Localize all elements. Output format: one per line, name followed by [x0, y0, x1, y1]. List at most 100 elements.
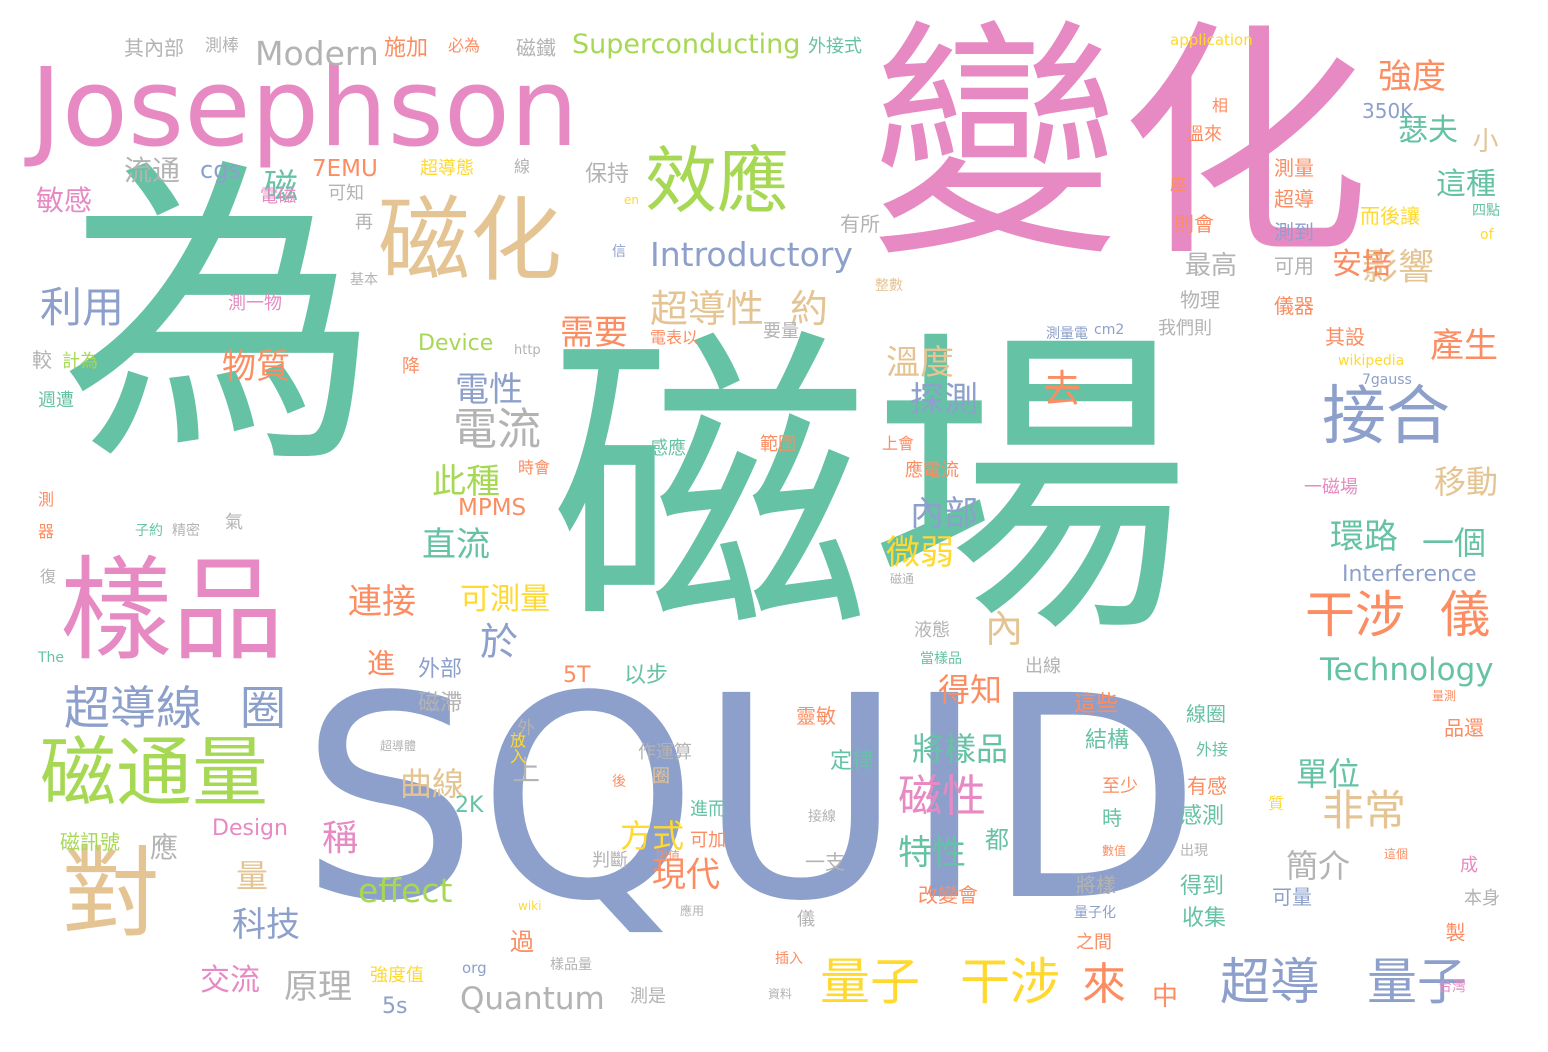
cloud-word: 超導 [1274, 187, 1314, 211]
cloud-word: 磁訊號 [60, 830, 120, 854]
cloud-word: 可加 [690, 830, 726, 851]
cloud-word: 溫來 [1186, 124, 1222, 145]
cloud-word: 上 [512, 754, 541, 787]
cloud-word: 可用 [1274, 254, 1314, 278]
cloud-word: 溫度 [886, 343, 954, 383]
cloud-word: Josephson [30, 46, 579, 171]
cloud-word: 施加 [384, 36, 429, 61]
cloud-word: 出現 [1180, 843, 1208, 859]
cloud-word: 將樣品 [912, 730, 1009, 768]
cloud-word: 範圍 [760, 434, 796, 455]
cloud-word: 利用 [40, 283, 125, 332]
cloud-word: 方式 [620, 817, 685, 855]
cloud-word: 以步 [624, 663, 669, 688]
cloud-word: 中 [1152, 982, 1179, 1012]
cloud-word: 復 [37, 568, 56, 584]
cloud-word: 5T [563, 663, 591, 688]
cloud-word: 時 [1102, 806, 1122, 830]
cloud-word: 小 [1468, 127, 1498, 153]
cloud-word: 測量 [1274, 156, 1314, 180]
cloud-word: 一磁場 [1304, 477, 1358, 498]
cloud-word: 測一物 [228, 293, 282, 314]
cloud-word: 這種 [1436, 167, 1496, 202]
cloud-word: 電表以 [650, 328, 699, 347]
cloud-word: 要量 [763, 321, 799, 342]
cloud-word: 儀 [794, 909, 815, 927]
cloud-word: 線圈 [1186, 702, 1226, 726]
cloud-word: 製 [1442, 922, 1466, 942]
cloud-word: 台灣 [1438, 979, 1466, 995]
cloud-word: 於 [480, 620, 519, 664]
cloud-word: 接合 [1322, 380, 1450, 454]
cloud-word: 變化 [870, 0, 1370, 290]
cloud-word: 得到 [1180, 874, 1225, 899]
cloud-word: 而後讓 [1360, 204, 1420, 228]
cloud-word: 整數 [875, 278, 903, 294]
cloud-word: 插入 [775, 951, 803, 967]
cloud-word: 超導線 [64, 681, 202, 735]
cloud-word: 儀器 [1274, 294, 1314, 318]
cloud-word: 瑟夫 [1398, 113, 1458, 148]
cloud-word: 效應 [645, 139, 790, 223]
cloud-word: 特性 [898, 833, 966, 873]
cloud-word: 再 [355, 212, 373, 233]
cloud-word: wiki [518, 899, 542, 913]
cloud-word: 可知 [328, 183, 364, 204]
cloud-word: 圈 [240, 681, 286, 735]
cloud-word: 相 [1212, 96, 1229, 115]
cloud-word: 曲線 [400, 765, 465, 803]
cloud-word: 電磁 [260, 186, 296, 207]
cloud-word: 需要 [560, 313, 628, 353]
cloud-word: 對 [62, 837, 161, 951]
cloud-word: 測棒 [205, 36, 239, 56]
cloud-word: 可量 [1272, 885, 1312, 909]
cloud-word: 收集 [1182, 906, 1227, 931]
cloud-word: wikipedia [1338, 353, 1405, 369]
cloud-word: 將樣 [1076, 873, 1116, 897]
cloud-word: 強度 [1378, 57, 1446, 97]
cloud-word: 後 [612, 774, 626, 790]
cloud-word: 時會 [518, 458, 551, 477]
cloud-word: 外接式 [808, 36, 862, 57]
cloud-word: 內部 [910, 494, 978, 534]
cloud-word: 出線 [1025, 656, 1061, 677]
cloud-word: 其內部 [124, 36, 184, 60]
cloud-word: effect [358, 871, 453, 910]
cloud-word: 測是 [630, 986, 666, 1007]
cloud-word: 上會 [882, 434, 915, 453]
cloud-word: application [1170, 31, 1253, 49]
cloud-word: 稱 [322, 818, 359, 859]
cloud-word: 計為 [62, 351, 98, 372]
cloud-word: 量子 [1367, 953, 1467, 1011]
cloud-word: 磁通 [890, 572, 915, 586]
cloud-word: Technology [1320, 652, 1494, 688]
cloud-word: 原理 [284, 967, 352, 1007]
cloud-word: 測 [38, 490, 55, 509]
cloud-word: 質 [1268, 794, 1285, 813]
cloud-word: 此種 [432, 462, 500, 502]
cloud-word: 降 [399, 356, 420, 374]
cloud-word: 探測 [910, 380, 978, 420]
cloud-word: 測到 [1274, 220, 1314, 244]
cloud-word: 品還 [1444, 716, 1484, 740]
cloud-word: 物理 [1180, 288, 1220, 312]
cloud-word: 我們則 [1158, 318, 1212, 339]
cloud-word: Superconducting [572, 29, 801, 60]
cloud-word: 連接 [348, 582, 416, 622]
cloud-word: 週遭 [38, 390, 74, 411]
cloud-word: The [38, 650, 65, 666]
cloud-word: 交流 [200, 963, 260, 998]
cloud-word: 阻值 [656, 849, 681, 863]
cloud-word: 樣品量 [550, 957, 592, 973]
cloud-word: 簡介 [1286, 847, 1351, 885]
cloud-word: 有感 [1187, 774, 1227, 798]
cloud-word: 感應 [650, 438, 686, 459]
cloud-word: 產生 [1430, 326, 1498, 366]
cloud-word: 都 [985, 826, 1009, 854]
cloud-word: Design [212, 816, 288, 841]
cloud-word: 較 [32, 348, 52, 372]
cloud-word: 內 [985, 607, 1024, 651]
cloud-word: 來 [1082, 959, 1126, 1010]
cloud-word: 器 [38, 522, 55, 541]
